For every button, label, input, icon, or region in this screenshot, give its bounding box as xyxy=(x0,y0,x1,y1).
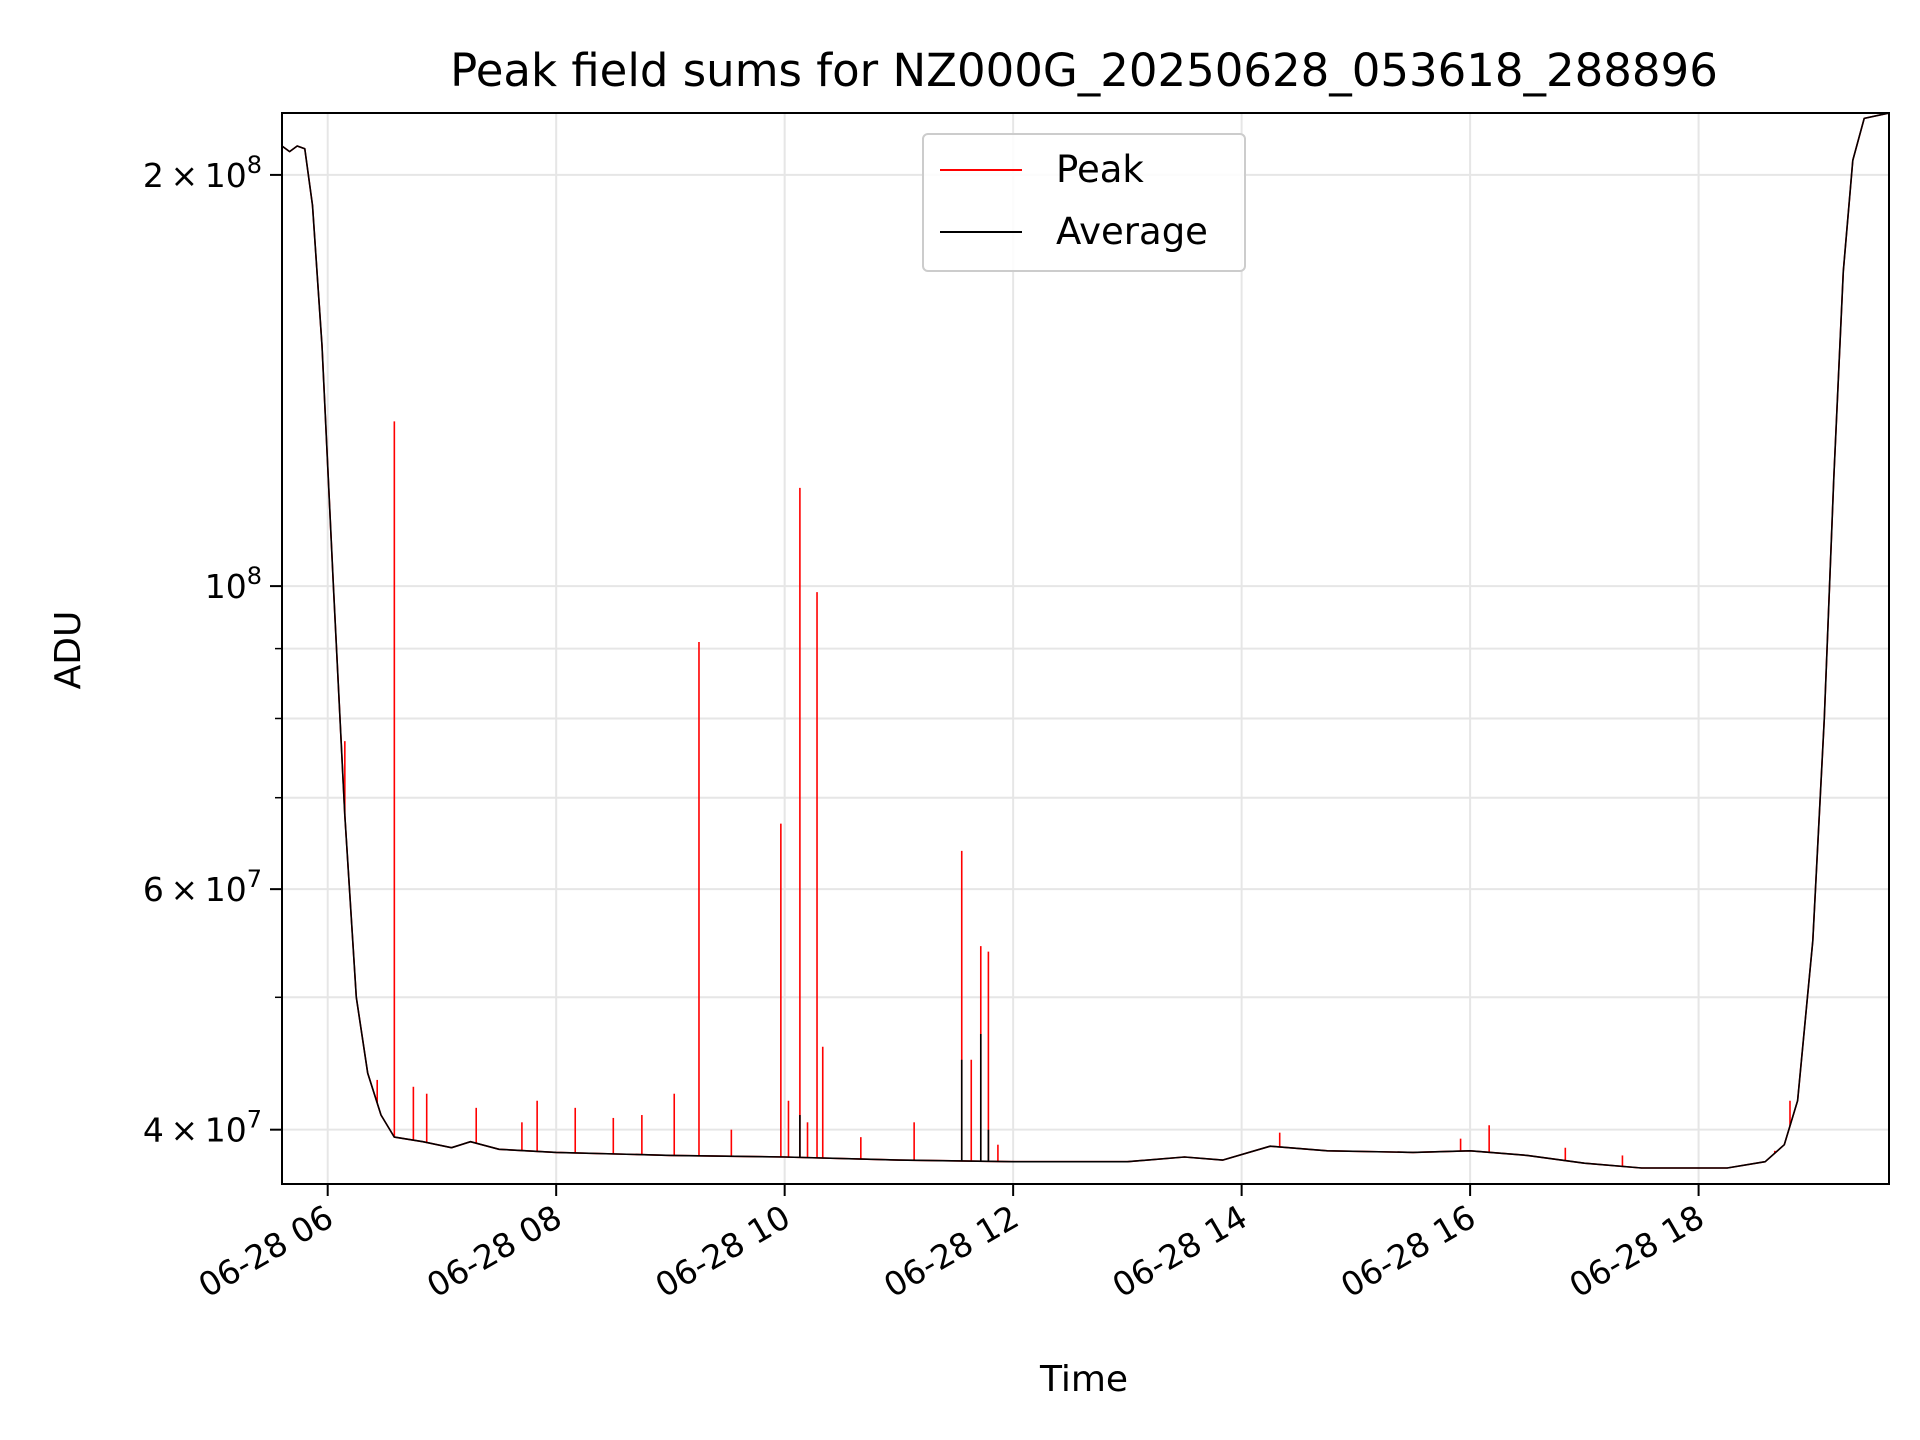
legend-box xyxy=(922,133,1246,272)
series-average xyxy=(282,113,1889,1169)
chart-title: Peak field sums for NZ000G_20250628_0536… xyxy=(450,44,1718,97)
y-axis-label: ADU xyxy=(48,611,89,690)
y-tick-label: 4 × 107 xyxy=(143,1106,262,1150)
plot-area xyxy=(282,113,1889,1169)
y-tick-label: 6 × 107 xyxy=(143,865,262,909)
legend-label-peak: Peak xyxy=(1056,148,1144,191)
series-line-average xyxy=(282,113,1889,1169)
legend-label-average: Average xyxy=(1056,210,1208,253)
y-tick-label: 2 × 108 xyxy=(143,151,262,195)
x-axis-label: Time xyxy=(1039,1359,1128,1400)
legend: Peak Average xyxy=(922,133,1246,272)
